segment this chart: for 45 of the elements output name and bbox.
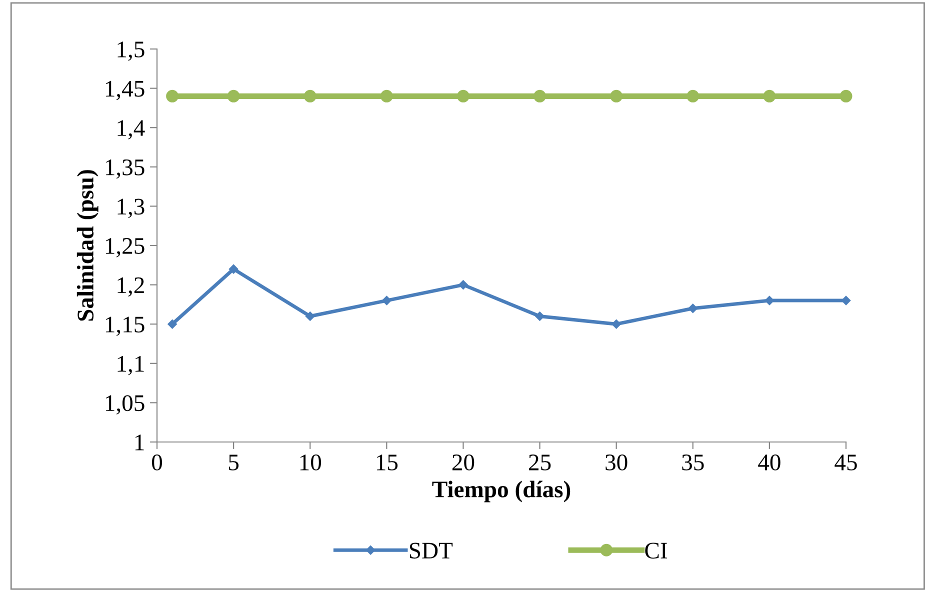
point bbox=[304, 90, 316, 102]
point bbox=[841, 296, 851, 306]
y-axis-title: Salinidad (psu) bbox=[76, 170, 98, 321]
point bbox=[168, 319, 177, 329]
point bbox=[610, 90, 623, 102]
y-tick-label: 1,4 bbox=[118, 120, 145, 140]
x-tick-label: 20 bbox=[452, 454, 474, 470]
y-tick-label: 1,3 bbox=[118, 198, 144, 218]
x-tick-label: 25 bbox=[529, 454, 551, 470]
point bbox=[612, 319, 621, 329]
y-tick-label: 1,05 bbox=[106, 395, 144, 415]
point bbox=[228, 264, 238, 274]
point bbox=[535, 312, 544, 321]
point bbox=[382, 296, 392, 306]
point bbox=[458, 280, 468, 290]
x-tick-label: 5 bbox=[229, 454, 239, 470]
x-tick-label: 45 bbox=[834, 454, 857, 470]
x-tick-label: 0 bbox=[152, 454, 162, 470]
legend-label: CI bbox=[645, 542, 667, 559]
point bbox=[534, 90, 546, 102]
y-tick-label: 1,45 bbox=[106, 80, 144, 100]
x-tick-label: 40 bbox=[758, 454, 780, 470]
x-tick-label: 10 bbox=[300, 454, 322, 470]
point bbox=[688, 304, 698, 314]
y-tick-label: 1,5 bbox=[118, 42, 144, 61]
point bbox=[763, 90, 776, 102]
x-tick-label: 35 bbox=[682, 454, 704, 470]
x-axis-title: Tiempo (días) bbox=[432, 480, 570, 502]
point bbox=[764, 296, 774, 306]
y-tick-label: 1 bbox=[135, 434, 144, 450]
y-tick-label: 1,15 bbox=[106, 316, 144, 336]
y-tick-label: 1,1 bbox=[118, 356, 144, 376]
y-tick-label: 1,2 bbox=[118, 277, 144, 297]
y-tick-label: 1,25 bbox=[106, 238, 144, 258]
point bbox=[686, 90, 700, 102]
point bbox=[840, 90, 852, 102]
point bbox=[380, 90, 393, 102]
point bbox=[166, 90, 179, 102]
point bbox=[456, 90, 470, 102]
y-tick-label: 1,35 bbox=[106, 159, 144, 179]
point bbox=[305, 312, 315, 321]
x-tick-label: 15 bbox=[376, 454, 398, 470]
x-tick-label: 30 bbox=[606, 454, 628, 470]
legend-label: SDT bbox=[410, 542, 453, 559]
point bbox=[227, 90, 240, 102]
